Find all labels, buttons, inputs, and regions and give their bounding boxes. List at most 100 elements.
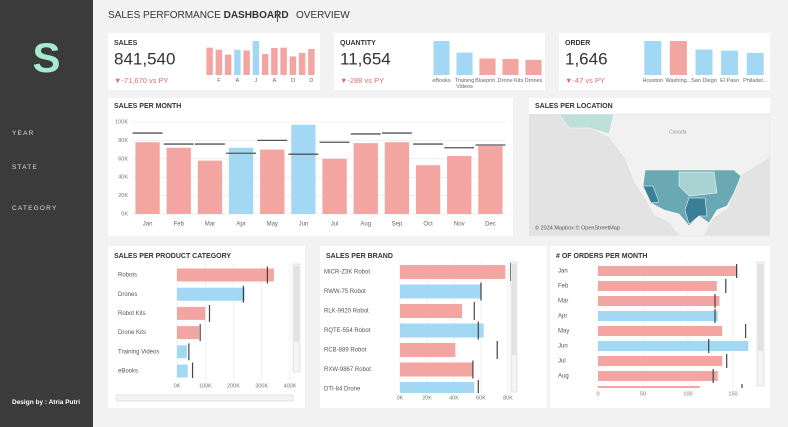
map-attribution: © 2024 Mapbox © OpenStreetMap bbox=[535, 224, 620, 231]
bar bbox=[447, 156, 472, 214]
mini-label: Blueprin... bbox=[475, 78, 500, 84]
bar bbox=[598, 356, 723, 366]
tab[interactable]: OVERVIEW bbox=[296, 10, 350, 21]
category-label: RXW-9867 Robot bbox=[324, 367, 371, 373]
card: QUANTITY 11,654 ▼-288 vs PY eBooks Training … bbox=[334, 33, 545, 90]
category-label: Feb bbox=[558, 284, 569, 290]
category-label: Robot Kits bbox=[118, 311, 146, 317]
bar bbox=[598, 281, 717, 291]
bar bbox=[415, 165, 441, 214]
chart: SALES PER LOCATION Canada © 2024 Mapbox © … bbox=[529, 103, 770, 236]
kpi-value: 1,646 bbox=[565, 49, 608, 68]
title-bold: DASHBOARD bbox=[223, 10, 289, 21]
card-title: SALES bbox=[114, 40, 138, 47]
x-tick-label: Oct bbox=[423, 222, 433, 228]
mini-label: A bbox=[235, 78, 240, 84]
kpi-value: 841,540 bbox=[114, 49, 175, 68]
mini-label: A bbox=[272, 78, 277, 84]
x-tick-label: 60K bbox=[476, 395, 486, 401]
x-tick-label: 200K bbox=[227, 383, 240, 389]
scrollbar-thumb[interactable] bbox=[294, 266, 299, 342]
bar bbox=[197, 160, 223, 214]
mini-bar bbox=[525, 59, 542, 75]
filter-item[interactable]: STATE bbox=[12, 164, 38, 171]
bar bbox=[400, 284, 481, 299]
bar bbox=[598, 341, 749, 351]
x-tick-label: Jan bbox=[143, 222, 153, 228]
chart: SALES PER BRAND 0K 20K 40K 60K 80K MICR-Z3K Ro… bbox=[324, 253, 518, 401]
category-label: Jun bbox=[558, 344, 568, 350]
map-region bbox=[678, 171, 718, 197]
mini-bar bbox=[695, 49, 713, 75]
category-label: DTI-84 Drone bbox=[324, 387, 361, 393]
kpi-delta: ▼-71,670 vs PY bbox=[114, 76, 169, 85]
bars: MICR-Z3K Robot RWW-75 Robot RLK-9920 Robot… bbox=[324, 263, 512, 393]
category-label: Mar bbox=[558, 299, 568, 305]
mini-bar bbox=[433, 41, 450, 75]
scrollbar-h[interactable] bbox=[115, 394, 294, 402]
x-tick-label: 40K bbox=[449, 395, 459, 401]
x-tick-label: 0K bbox=[397, 395, 404, 401]
bars: Robots Drones Robot Kits Drone Kits Training… bbox=[118, 266, 274, 378]
x-tick-label: 0K bbox=[174, 383, 181, 389]
card-title: SALES PER BRAND bbox=[326, 253, 393, 260]
bar bbox=[177, 345, 187, 359]
category-label: Robots bbox=[118, 273, 137, 279]
card-title: SALES PER LOCATION bbox=[535, 103, 613, 110]
mini-label: Drone Kits bbox=[497, 78, 524, 84]
bar bbox=[228, 147, 254, 214]
mini-bar bbox=[289, 56, 297, 75]
mini-label: Philadel... bbox=[743, 78, 768, 84]
header-title: SALES PERFORMANCE DASHBOARD bbox=[108, 10, 289, 21]
scrollbar-thumb[interactable] bbox=[758, 264, 763, 351]
mini-bar bbox=[669, 41, 687, 75]
bar bbox=[598, 296, 720, 306]
chart: # OF ORDERS PER MONTH 0 50 100 150 Jan Feb Mar A… bbox=[556, 253, 765, 397]
mini-label: F bbox=[217, 78, 221, 84]
bar bbox=[166, 147, 191, 214]
category-label: RWW-75 Robot bbox=[324, 289, 366, 295]
mini-label: Training Videos bbox=[454, 78, 475, 91]
chart: QUANTITY 11,654 ▼-288 vs PY bbox=[340, 40, 542, 85]
bar bbox=[353, 143, 378, 214]
y-tick-label: 80K bbox=[118, 138, 128, 144]
chart: SALES PER MONTH 0K 20K 40K 60K 80K 100K Jan Feb M… bbox=[114, 103, 506, 228]
x-tick-label: Feb bbox=[174, 222, 185, 228]
mini-label: San Diego bbox=[691, 78, 717, 84]
card: SALES PER BRAND 0K 20K 40K 60K 80K MICR-Z3K Ro… bbox=[320, 246, 547, 408]
bars: Jan Feb Mar Apr May Jun Jul Aug Sep bbox=[558, 264, 749, 388]
category-label: Drone Kits bbox=[118, 330, 146, 336]
mini-label: Drones bbox=[524, 78, 543, 84]
scrollbar-thumb[interactable] bbox=[512, 264, 516, 355]
mini-bar bbox=[234, 49, 241, 75]
mini-bar bbox=[502, 58, 519, 75]
mini-bar bbox=[456, 52, 473, 75]
y-tick-label: 0K bbox=[121, 211, 128, 217]
y-tick-label: 100K bbox=[115, 119, 128, 125]
card: SALES 841,540 ▼-71,670 vs PY F A J A O D bbox=[108, 33, 320, 90]
x-tick-label: 50 bbox=[640, 391, 646, 397]
x-tick-label: 150 bbox=[728, 391, 737, 397]
bar bbox=[400, 382, 475, 393]
x-tick-label: May bbox=[267, 222, 278, 228]
filter-item[interactable]: YEAR bbox=[12, 130, 35, 137]
bar bbox=[177, 287, 245, 301]
category-label: RLK-9920 Robot bbox=[324, 309, 369, 315]
mini-label: D bbox=[309, 78, 314, 84]
category-label: Apr bbox=[558, 314, 567, 320]
filter-item[interactable]: CATEGORY bbox=[12, 205, 58, 212]
bar bbox=[400, 265, 506, 279]
credit: Design by : Atria Putri bbox=[12, 399, 81, 406]
mini-label: eBooks bbox=[432, 78, 451, 84]
bar bbox=[384, 142, 410, 214]
bar bbox=[400, 343, 456, 357]
kpi-delta: ▼-288 vs PY bbox=[340, 76, 384, 85]
bar bbox=[260, 149, 285, 214]
card-title: QUANTITY bbox=[340, 40, 376, 47]
bar bbox=[400, 362, 473, 377]
mini-bar bbox=[224, 54, 232, 75]
mini-label: El Paso bbox=[720, 78, 740, 84]
x-tick-label: Nov bbox=[454, 222, 465, 228]
mini-bar bbox=[252, 41, 260, 75]
